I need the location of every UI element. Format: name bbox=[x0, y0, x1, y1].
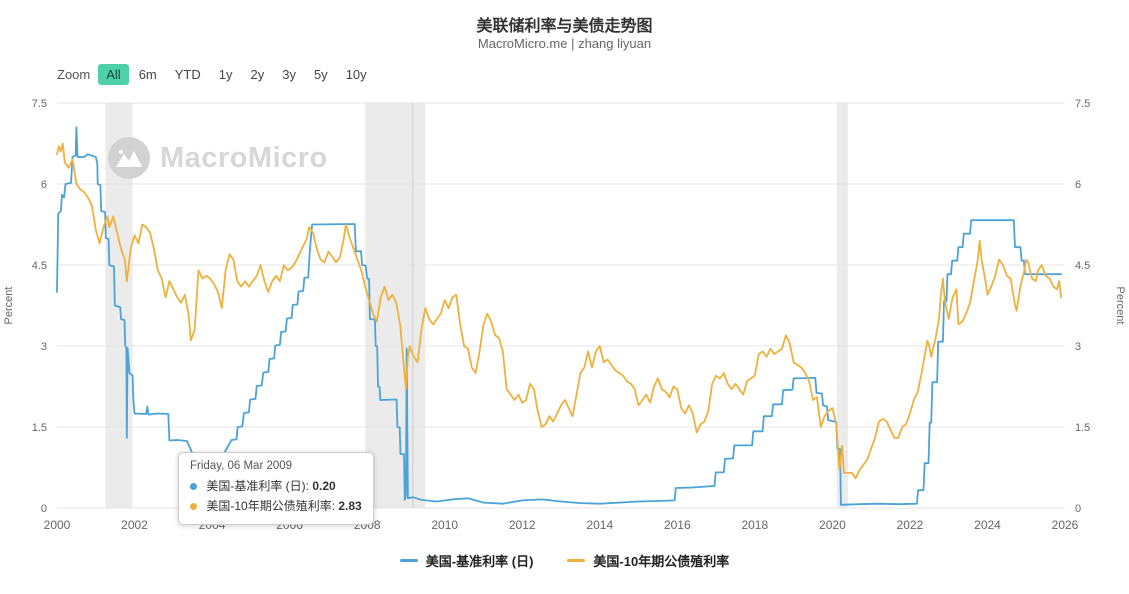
y-axis-tick-right: 7.5 bbox=[1075, 98, 1090, 110]
range-button-3y[interactable]: 3y bbox=[282, 67, 296, 82]
x-axis-tick: 2014 bbox=[586, 518, 613, 532]
tooltip-series-label: 美国-10年期公债殖利率: bbox=[206, 498, 336, 513]
range-button-10y[interactable]: 10y bbox=[345, 67, 367, 82]
x-axis-tick: 2010 bbox=[431, 518, 458, 532]
x-axis-tick: 2012 bbox=[509, 518, 536, 532]
tooltip-series-value: 0.20 bbox=[312, 479, 336, 493]
y-axis-tick-left: 6 bbox=[41, 179, 47, 191]
x-axis-tick: 2022 bbox=[897, 518, 924, 532]
y-axis-tick-right: 0 bbox=[1075, 503, 1081, 515]
treasury-line-marker-icon bbox=[567, 559, 586, 562]
tooltip-date: Friday, 06 Mar 2009 bbox=[190, 460, 293, 472]
y-axis-tick-right: 6 bbox=[1075, 179, 1081, 191]
legend-label: 美国-基准利率 (日) bbox=[425, 554, 534, 569]
chart-area[interactable]: 0 0 1.5 1.5 3 3 4.5 4.5 6 6 7.5 7.5 2000 2002 2004 2006… bbox=[0, 95, 1129, 543]
tooltip-series-label: 美国-基准利率 (日): bbox=[206, 479, 310, 493]
y-axis-tick-left: 4.5 bbox=[32, 260, 47, 272]
series-line-treasury[interactable] bbox=[56, 142, 1062, 480]
legend-item-treasury[interactable]: 美国-10年期公债殖利率 bbox=[567, 551, 729, 570]
y-axis-tick-right: 1.5 bbox=[1075, 422, 1090, 434]
range-button-ytd[interactable]: YTD bbox=[174, 67, 201, 82]
x-axis-tick: 2020 bbox=[819, 518, 846, 532]
y-axis-tick-left: 3 bbox=[41, 341, 47, 353]
recession-band bbox=[837, 103, 848, 508]
benchmark-line-marker-icon bbox=[399, 559, 418, 562]
legend-label: 美国-10年期公债殖利率 bbox=[593, 554, 730, 569]
range-button-all[interactable]: All bbox=[98, 64, 129, 85]
tooltip-row: 美国-基准利率 (日): 0.20 bbox=[190, 477, 362, 497]
x-axis-tick: 2024 bbox=[974, 518, 1001, 532]
chart-legend: 美国-基准利率 (日) 美国-10年期公债殖利率 bbox=[0, 551, 1129, 570]
series-line-benchmark[interactable] bbox=[56, 126, 1062, 506]
y-axis-tick-right: 4.5 bbox=[1075, 260, 1090, 272]
page-title: 美联储利率与美债走势图 bbox=[476, 18, 653, 35]
tooltip-series-value: 2.83 bbox=[338, 498, 362, 513]
tooltip-row: 美国-10年期公债殖利率: 2.83 bbox=[190, 497, 362, 517]
y-axis-tick-left: 7.5 bbox=[32, 98, 47, 110]
y-axis-tick-left: 1.5 bbox=[32, 422, 47, 434]
range-button-1y[interactable]: 1y bbox=[218, 67, 233, 82]
y-axis-title-left: Percent bbox=[3, 287, 15, 325]
chart-tooltip: Friday, 06 Mar 2009 美国-基准利率 (日): 0.20 美国… bbox=[178, 452, 374, 525]
x-axis-tick: 2026 bbox=[1052, 518, 1079, 532]
y-axis-tick-right: 3 bbox=[1075, 341, 1081, 353]
zoom-toolbar: Zoom All 6m YTD 1y 2y 3y 5y 10y bbox=[57, 64, 377, 85]
y-axis-tick-left: 0 bbox=[41, 503, 47, 515]
range-button-2y[interactable]: 2y bbox=[250, 67, 265, 82]
recession-band bbox=[365, 103, 426, 508]
x-axis-tick: 2000 bbox=[44, 518, 71, 532]
x-axis-tick: 2016 bbox=[664, 518, 691, 532]
page-subtitle: MacroMicro.me | zhang liyuan bbox=[477, 36, 652, 51]
x-axis-tick: 2018 bbox=[741, 518, 768, 532]
legend-item-benchmark[interactable]: 美国-基准利率 (日) bbox=[399, 551, 534, 570]
range-button-5y[interactable]: 5y bbox=[313, 67, 328, 82]
treasury-series-dot-icon bbox=[190, 502, 197, 510]
recession-band bbox=[105, 103, 133, 508]
x-axis-tick: 2002 bbox=[121, 518, 148, 532]
zoom-label: Zoom bbox=[57, 67, 91, 82]
y-axis-title-right: Percent bbox=[1114, 287, 1126, 325]
benchmark-series-dot-icon bbox=[190, 483, 197, 490]
range-button-6m[interactable]: 6m bbox=[138, 67, 157, 82]
